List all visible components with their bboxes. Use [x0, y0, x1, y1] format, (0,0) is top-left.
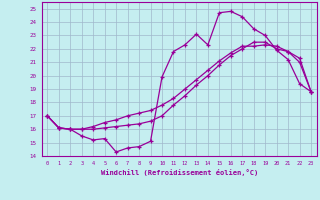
X-axis label: Windchill (Refroidissement éolien,°C): Windchill (Refroidissement éolien,°C) [100, 169, 258, 176]
